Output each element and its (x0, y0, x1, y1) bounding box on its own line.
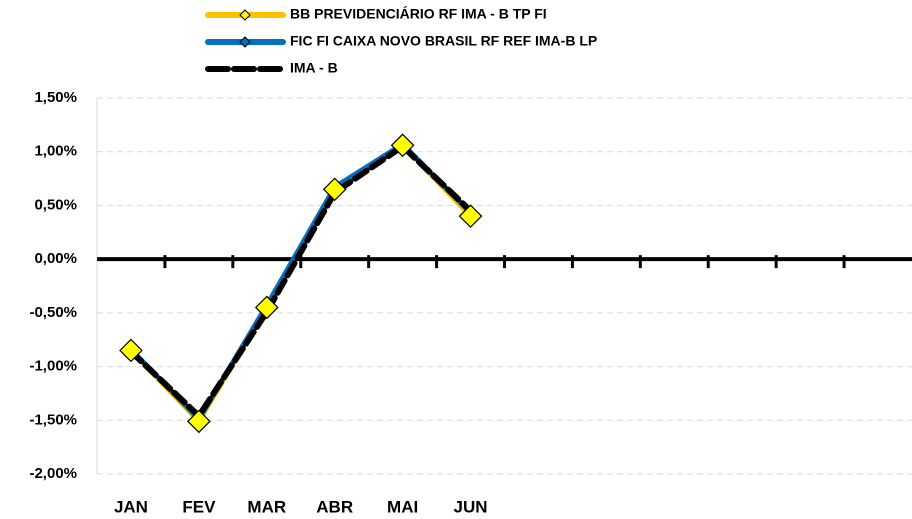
legend-label: BB PREVIDENCIÁRIO RF IMA - B TP FI (290, 6, 547, 22)
marker (254, 295, 279, 320)
x-tick-label: FEV (182, 497, 216, 516)
series-line (128, 142, 474, 424)
series-line (127, 143, 474, 419)
x-tick-label: JAN (114, 497, 148, 516)
marker (322, 177, 347, 202)
y-tick-label: 0,50% (34, 196, 77, 213)
marker (458, 204, 483, 229)
x-tick-label: JUN (454, 497, 488, 516)
y-tick-label: -0,50% (29, 304, 77, 321)
legend-label: FIC FI CAIXA NOVO BRASIL RF REF IMA-B LP (290, 33, 597, 49)
marker (119, 338, 143, 363)
y-tick-label: 1,50% (34, 89, 77, 106)
legend-marker (239, 36, 251, 48)
y-tick-label: -1,50% (29, 411, 77, 428)
series-line (128, 141, 474, 422)
marker (187, 409, 211, 434)
x-tick-label: MAI (387, 497, 418, 516)
legend-marker (239, 9, 251, 21)
y-tick-label: -2,00% (29, 465, 77, 482)
x-tick-label: MAR (247, 497, 286, 516)
marker (390, 133, 415, 158)
y-tick-label: 1,00% (34, 143, 77, 160)
y-tick-label: -1,00% (29, 358, 77, 375)
legend-label: IMA - B (290, 60, 338, 76)
x-tick-label: ABR (316, 497, 353, 516)
y-tick-label: 0,00% (34, 250, 77, 267)
